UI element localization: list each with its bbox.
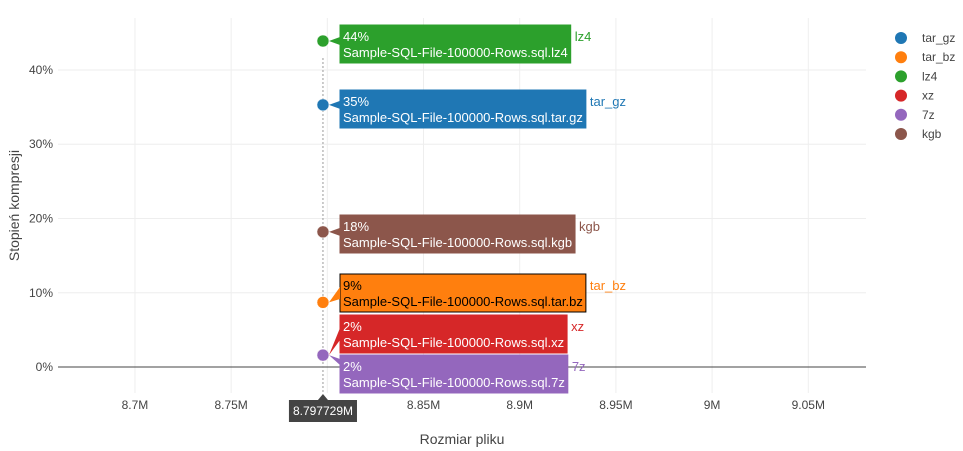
data-point-kgb[interactable] [316,225,330,239]
hover-percent: 18% [343,219,369,234]
legend-marker [895,108,907,121]
hover-series-name: kgb [579,219,600,234]
hover-percent: 44% [343,29,369,44]
hover-percent: 9% [343,278,362,293]
legend[interactable]: tar_gz tar_bz lz4 xz 7z kgb [895,31,955,141]
hover-label-tar_bz: 9%Sample-SQL-File-100000-Rows.sql.tar.bz… [328,273,626,313]
legend-marker [895,70,907,83]
hover-pointer [328,37,340,46]
x-tick-label: 8.85M [407,398,440,412]
hover-filename: Sample-SQL-File-100000-Rows.sql.tar.gz [343,110,583,125]
spike-label-pointer [317,394,328,400]
hover-filename: Sample-SQL-File-100000-Rows.sql.lz4 [343,45,568,60]
hover-pointer [328,227,340,236]
legend-label: 7z [922,108,935,122]
spike-label-text: 8.797729M [293,404,353,418]
legend-marker [895,32,907,44]
hover-pointer [328,355,340,365]
hover-percent: 2% [343,359,362,374]
hover-series-name: tar_gz [590,94,626,109]
hover-box [339,24,572,64]
y-axis-title: Stopień kompresji [6,150,22,261]
hover-label-lz4: 44%Sample-SQL-File-100000-Rows.sql.lz4 lz… [328,24,592,64]
legend-item-tar_bz[interactable]: tar_bz [895,50,955,64]
x-tick-label: 8.75M [214,398,247,412]
hover-box [339,314,568,354]
legend-label: tar_bz [922,50,955,64]
legend-item-kgb[interactable]: kgb [895,127,942,141]
legend-marker [895,128,907,140]
hover-box [339,273,587,313]
x-tick-label: 8.95M [599,398,632,412]
hover-label-xz: 2%Sample-SQL-File-100000-Rows.sql.xz xz [328,314,584,356]
hover-series-name: tar_bz [590,278,626,293]
hover-pointer [328,287,340,303]
x-axis-title: Rozmiar pliku [420,431,505,447]
x-tick-label: 8.7M [122,398,149,412]
legend-label: xz [922,89,934,103]
y-axis-ticks: 0% 10% 20% 30% 40% [29,63,53,374]
hover-percent: 35% [343,94,369,109]
hover-label-tar_gz: 35%Sample-SQL-File-100000-Rows.sql.tar.g… [328,89,626,129]
legend-item-7z[interactable]: 7z [895,108,935,122]
y-tick-label: 10% [29,286,53,300]
hover-filename: Sample-SQL-File-100000-Rows.sql.kgb [343,235,572,250]
hover-box [339,214,576,254]
legend-label: tar_gz [922,31,955,45]
legend-item-xz[interactable]: xz [895,89,934,103]
hover-label-7z: 2%Sample-SQL-File-100000-Rows.sql.7z 7z [328,354,586,394]
x-tick-label: 9.05M [792,398,825,412]
hover-box [339,354,569,394]
hover-percent: 2% [343,319,362,334]
hover-series-name: 7z [572,359,586,374]
hover-filename: Sample-SQL-File-100000-Rows.sql.tar.bz [343,294,583,309]
x-tick-label: 8.9M [506,398,533,412]
spike-label-box [288,400,357,422]
legend-item-lz4[interactable]: lz4 [895,69,938,83]
hover-label-kgb: 18%Sample-SQL-File-100000-Rows.sql.kgb kg… [328,214,600,254]
legend-label: kgb [922,127,942,141]
y-tick-label: 20% [29,211,53,225]
hover-series-name: xz [571,319,584,334]
y-tick-label: 0% [36,360,54,374]
hover-filename: Sample-SQL-File-100000-Rows.sql.xz [343,335,564,350]
data-point-7z[interactable] [316,348,330,362]
x-tick-label: 9M [704,398,721,412]
hover-box [339,89,587,129]
legend-label: lz4 [922,69,938,83]
spike-x-label: 8.797729M [288,394,357,422]
legend-marker [895,89,907,102]
y-tick-label: 40% [29,63,53,77]
hover-filename: Sample-SQL-File-100000-Rows.sql.7z [343,375,565,390]
y-tick-label: 30% [29,137,53,151]
data-point-lz4[interactable] [316,34,330,48]
data-point-tar_bz[interactable] [316,296,330,309]
hover-pointer [328,100,340,109]
hover-pointer [328,328,340,356]
data-point-tar_gz[interactable] [316,98,330,112]
hover-labels: 35%Sample-SQL-File-100000-Rows.sql.tar.g… [328,24,626,394]
legend-item-tar_gz[interactable]: tar_gz [895,31,955,45]
hover-series-name: lz4 [575,29,592,44]
legend-marker [895,51,907,64]
